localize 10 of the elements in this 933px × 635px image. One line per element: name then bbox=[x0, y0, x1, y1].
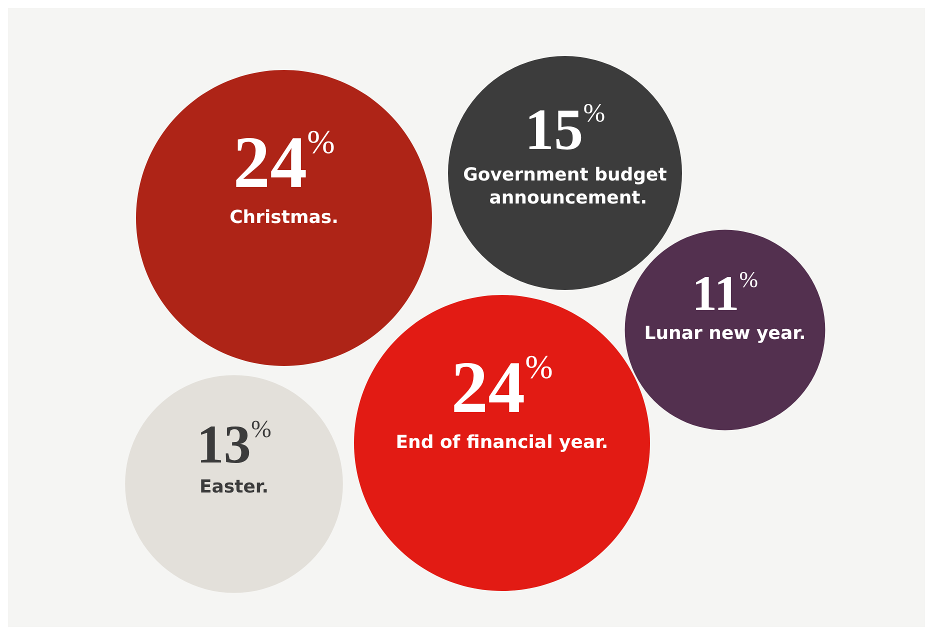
category-label: Lunar new year. bbox=[644, 322, 806, 344]
category-label: End of financial year. bbox=[396, 432, 608, 454]
data-label: 24% bbox=[451, 347, 553, 430]
data-label: 24% bbox=[233, 122, 335, 204]
category-label: Christmas. bbox=[230, 207, 338, 228]
category-label: Government budget announcement. bbox=[463, 164, 668, 209]
category-label: Easter. bbox=[199, 476, 269, 498]
data-label: 13% bbox=[196, 413, 272, 474]
data-label: 11% bbox=[692, 264, 758, 321]
data-label: 15% bbox=[524, 96, 606, 162]
